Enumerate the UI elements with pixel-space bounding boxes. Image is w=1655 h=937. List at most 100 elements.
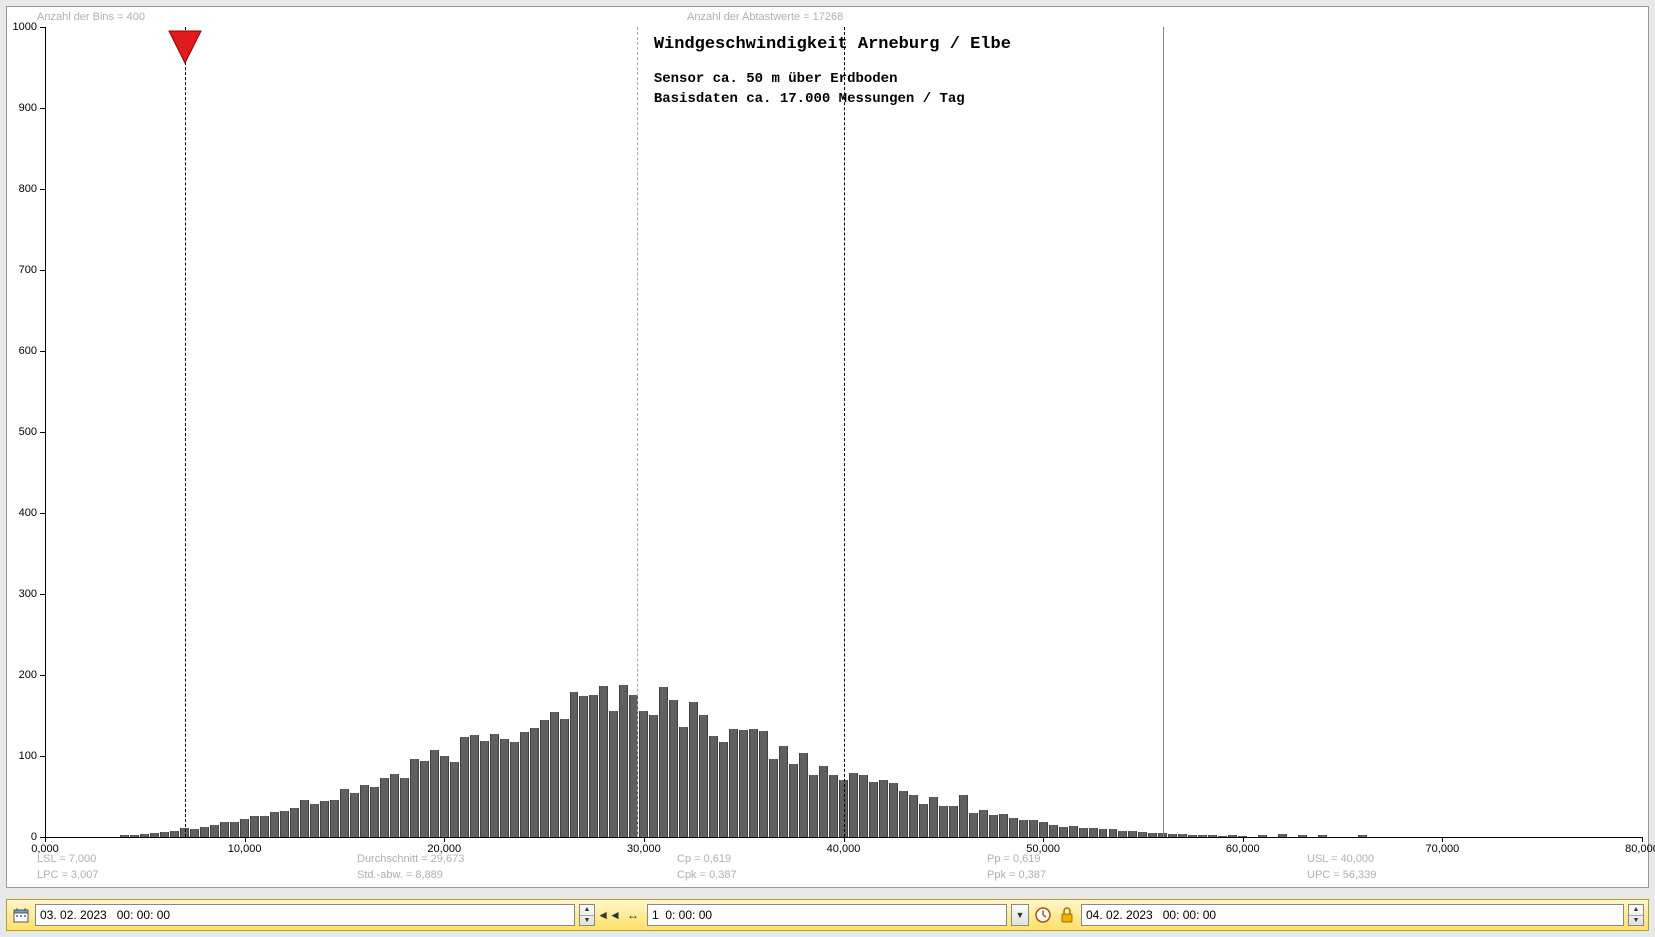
histogram-bar <box>220 822 229 837</box>
histogram-bar <box>290 808 299 837</box>
histogram-bar <box>170 831 179 837</box>
samples-info-label: Anzahl der Abtastwerte = 17268 <box>687 11 843 23</box>
histogram-bar <box>1019 820 1028 837</box>
histogram-bar <box>709 736 718 838</box>
end-date-spinner[interactable]: ▲▼ <box>1628 904 1644 926</box>
histogram-bar <box>560 719 569 837</box>
histogram-bar <box>789 764 798 837</box>
histogram-bar <box>130 835 139 837</box>
histogram-bar <box>1278 834 1287 837</box>
histogram-bar <box>470 735 479 837</box>
histogram-bar <box>430 750 439 837</box>
histogram-bar <box>909 795 918 837</box>
histogram-bar <box>420 761 429 837</box>
histogram-bar <box>939 806 948 837</box>
lsl-marker-icon <box>165 27 205 72</box>
interval-dropdown-icon[interactable]: ▼ <box>1011 904 1029 926</box>
histogram-bar <box>1059 827 1068 837</box>
histogram-bar <box>599 686 608 837</box>
y-tick-label: 100 <box>7 750 37 762</box>
histogram-bar <box>1069 826 1078 837</box>
histogram-bar <box>899 791 908 837</box>
y-tick-label: 300 <box>7 588 37 600</box>
histogram-bar <box>849 773 858 837</box>
histogram-bar <box>1079 828 1088 837</box>
calendar-icon[interactable] <box>11 905 31 925</box>
start-date-spinner[interactable]: ▲▼ <box>579 904 595 926</box>
histogram-bar <box>1168 834 1177 837</box>
step-back-icon[interactable]: ◄◄ <box>599 905 619 925</box>
y-tick-label: 200 <box>7 669 37 681</box>
chart-subtitle-1: Sensor ca. 50 m über Erdboden <box>654 71 898 87</box>
x-tick-label: 10,000 <box>228 843 262 855</box>
stat-pp: Pp = 0,619 <box>987 853 1041 865</box>
histogram-bar <box>759 731 768 837</box>
histogram-bar <box>979 810 988 837</box>
histogram-bar <box>460 737 469 837</box>
histogram-bar <box>410 759 419 837</box>
histogram-bar <box>769 759 778 837</box>
histogram-bar <box>1208 835 1217 838</box>
lsl-line <box>185 27 186 837</box>
histogram-bar <box>639 711 648 837</box>
histogram-bar <box>550 712 559 837</box>
histogram-bar <box>889 783 898 837</box>
histogram-bar <box>829 775 838 837</box>
histogram-bar <box>140 834 149 837</box>
fit-width-icon[interactable]: ↔ <box>623 905 643 925</box>
histogram-bar <box>1178 834 1187 837</box>
histogram-bar <box>1039 822 1048 837</box>
histogram-bar <box>570 692 579 837</box>
histogram-bar <box>1218 836 1227 837</box>
histogram-bar <box>390 774 399 837</box>
stat-std: Std.-abw. = 8,889 <box>357 869 443 881</box>
y-tick-label: 500 <box>7 426 37 438</box>
stat-mean: Durchschnitt = 29,673 <box>357 853 464 865</box>
histogram-bar <box>240 819 249 837</box>
chart-title: Windgeschwindigkeit Arneburg / Elbe <box>654 35 1011 54</box>
histogram-bar <box>799 753 808 837</box>
x-tick-label: 40,000 <box>827 843 861 855</box>
histogram-bar <box>999 814 1008 837</box>
histogram-bar <box>450 762 459 837</box>
histogram-bar <box>859 775 868 837</box>
histogram-bar <box>1118 831 1127 837</box>
histogram-bar <box>400 778 409 837</box>
histogram-bar <box>729 729 738 837</box>
stat-lsl: LSL = 7,000 <box>37 853 96 865</box>
x-tick-label: 80,000 <box>1625 843 1655 855</box>
histogram-bar <box>749 729 758 837</box>
clock-icon[interactable] <box>1033 905 1053 925</box>
y-tick-label: 0 <box>7 831 37 843</box>
histogram-bar <box>1029 820 1038 837</box>
histogram-bar <box>190 829 199 837</box>
histogram-bar <box>490 734 499 837</box>
interval-input[interactable] <box>647 904 1007 926</box>
start-date-input[interactable] <box>35 904 575 926</box>
time-toolbar: ▲▼ ◄◄ ↔ ▼ ▲▼ <box>6 899 1649 931</box>
histogram-bar <box>210 825 219 837</box>
histogram-bar <box>779 746 788 837</box>
lock-icon[interactable] <box>1057 905 1077 925</box>
histogram-plot: 010020030040050060070080090010000,00010,… <box>45 27 1642 837</box>
histogram-bar <box>530 728 539 837</box>
histogram-bar <box>120 835 129 837</box>
histogram-bar <box>1228 835 1237 837</box>
histogram-bar <box>929 797 938 837</box>
stat-lpc: LPC = 3,007 <box>37 869 98 881</box>
histogram-bar <box>1099 829 1108 837</box>
chart-panel: Anzahl der Bins = 400 Anzahl der Abtastw… <box>6 6 1649 888</box>
histogram-bar <box>809 775 818 837</box>
y-tick-label: 700 <box>7 264 37 276</box>
histogram-bar <box>869 782 878 837</box>
x-tick-label: 60,000 <box>1226 843 1260 855</box>
end-date-input[interactable] <box>1081 904 1624 926</box>
histogram-bar <box>520 732 529 837</box>
histogram-bar <box>300 800 309 837</box>
histogram-bar <box>480 741 489 837</box>
panel-edge-line <box>1163 27 1164 837</box>
histogram-bar <box>1049 825 1058 837</box>
histogram-bar <box>699 715 708 837</box>
histogram-bar <box>260 816 269 837</box>
histogram-bar <box>649 715 658 837</box>
